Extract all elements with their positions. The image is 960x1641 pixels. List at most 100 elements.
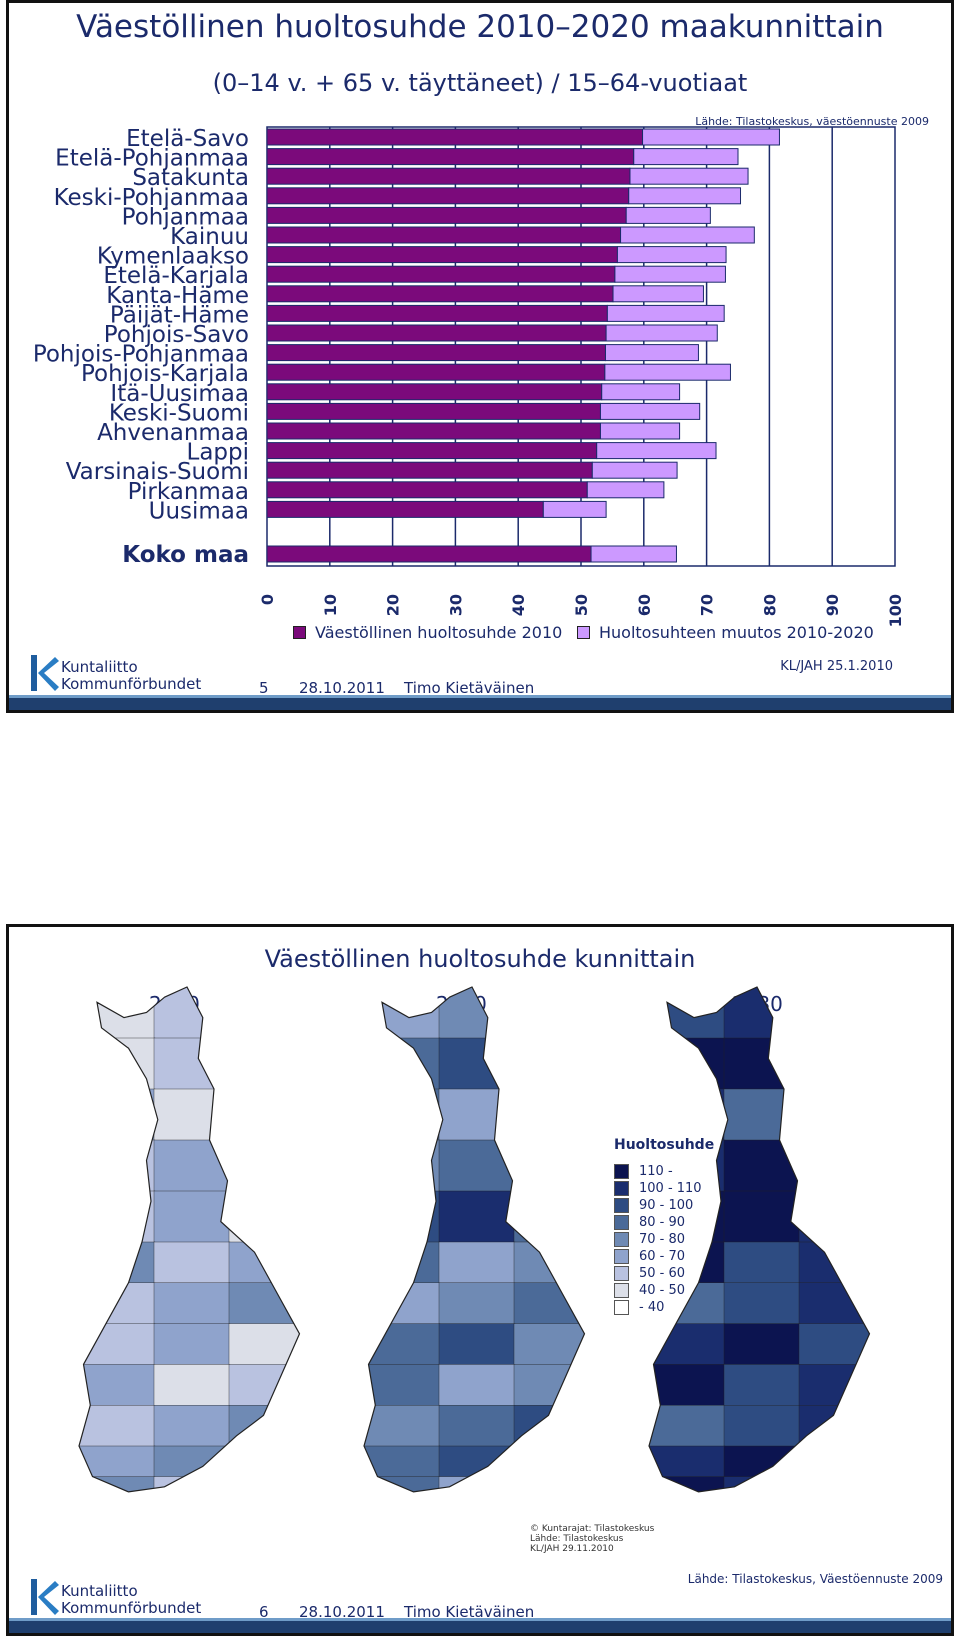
map-region (438, 1364, 516, 1407)
map-legend-label: 50 - 60 (639, 1266, 686, 1281)
map-legend-swatch (614, 1198, 629, 1213)
kuntaliitto-logo-icon (31, 1579, 59, 1615)
bar-change-total (590, 545, 677, 563)
map-region (649, 1364, 726, 1407)
category-label: Etelä-Karjala (103, 263, 249, 289)
bar-change (604, 344, 699, 362)
map-region (153, 1282, 231, 1325)
map-legend-title: Huoltosuhde (614, 1137, 715, 1153)
x-tick-label: 10 (321, 594, 340, 616)
map-source: © Kuntarajat: Tilastokeskus Lähde: Tilas… (530, 1524, 654, 1554)
page-number: 5 (259, 679, 269, 697)
map-region (513, 1282, 585, 1325)
map-region (228, 1241, 300, 1284)
map-source-line: Lähde: Tilastokeskus (530, 1534, 624, 1544)
map-region (364, 1405, 441, 1448)
bar-chart: 0 10 20 30 40 50 60 70 80 90 100 Etelä-SavoEtelä-Po… (33, 126, 905, 627)
bar-2010 (266, 481, 588, 499)
category-label: Päijät-Häme (110, 302, 249, 328)
map-region (649, 1323, 726, 1366)
map-region (798, 1088, 870, 1142)
map-region (364, 1364, 441, 1407)
bar-2010-total (266, 545, 592, 563)
map-legend-swatch (614, 1181, 629, 1196)
bar-2010 (266, 363, 606, 381)
bar-change (612, 285, 704, 303)
slide-2: Väestöllinen huoltosuhde kunnittain 2010… (6, 924, 954, 1636)
category-label: Etelä-Savo (126, 126, 249, 152)
bar-change (599, 402, 701, 420)
map-region (513, 1364, 585, 1407)
map-outline (78, 986, 301, 1493)
map-region (798, 1405, 870, 1448)
map-region (364, 1323, 441, 1366)
map-region (723, 1364, 801, 1407)
map-region (228, 1037, 300, 1091)
bar-change (586, 481, 665, 499)
map-region (438, 987, 516, 1040)
map-region (798, 1190, 870, 1244)
map-region (438, 1323, 516, 1366)
bar-2010 (266, 285, 614, 303)
map-region (723, 1190, 801, 1244)
map-region (228, 1088, 300, 1142)
map-legend-item: 100 - 110 (614, 1180, 714, 1197)
footer-author: Timo Kietäväinen (404, 1603, 535, 1621)
bar-change (605, 324, 718, 342)
chart-source: Lähde: Tilastokeskus, väestöennuste 2009 (695, 115, 929, 128)
legend-label-2010: Väestöllinen huoltosuhde 2010 (315, 623, 563, 642)
map-region (228, 1282, 300, 1325)
map-legend-swatch (614, 1283, 629, 1298)
map-region (153, 1323, 231, 1366)
logo-line-2: Kommunförbundet (61, 1599, 202, 1617)
map-region (438, 1241, 516, 1284)
bar-change (642, 128, 780, 146)
map-region (798, 1037, 870, 1091)
map-region (153, 1088, 231, 1142)
category-label: Satakunta (132, 165, 249, 191)
map-region (228, 1323, 300, 1366)
map-region (723, 987, 801, 1040)
map-region (513, 1445, 585, 1478)
map-region (513, 1405, 585, 1448)
map-legend-item: 50 - 60 (614, 1265, 714, 1282)
category-label: Kymenlaakso (97, 244, 249, 270)
x-tick-label: 90 (823, 594, 842, 616)
map-region (438, 1445, 516, 1478)
map-region (649, 1088, 726, 1142)
map-region (228, 1445, 300, 1478)
map-legend-label: 100 - 110 (639, 1181, 702, 1196)
legend-item-2010: Väestöllinen huoltosuhde 2010 (293, 623, 562, 642)
map-region (228, 1405, 300, 1448)
category-label: Pohjois-Pohjanmaa (33, 342, 249, 368)
map-legend-label: 70 - 80 (639, 1232, 686, 1247)
category-label-total: Koko maa (122, 542, 249, 568)
slide-title: Väestöllinen huoltosuhde 2010–2020 maaku… (76, 9, 884, 45)
map-region (438, 1190, 516, 1244)
category-label: Pirkanmaa (128, 479, 249, 505)
map-region (798, 1445, 870, 1478)
x-tick-label: 30 (446, 594, 465, 616)
category-label: Etelä-Pohjanmaa (55, 146, 249, 172)
bar-2010 (266, 167, 631, 185)
bar-2010 (266, 226, 622, 244)
map-legend-swatch (614, 1266, 629, 1281)
map-region (228, 1364, 300, 1407)
map-legend-label: - 40 (639, 1300, 665, 1315)
category-label: Lappi (187, 440, 250, 466)
map-region (513, 1139, 585, 1193)
map-region (723, 1241, 801, 1284)
slide-source: Lähde: Tilastokeskus, Väestöennuste 2009 (687, 1572, 943, 1586)
map-region (513, 1476, 585, 1492)
category-label: Keski-Pohjanmaa (54, 185, 249, 211)
slide-1: Väestöllinen huoltosuhde 2010–2020 maaku… (6, 0, 954, 713)
map-region (79, 1088, 156, 1142)
logo: Kuntaliitto Kommunförbundet (31, 1579, 201, 1619)
map-region (153, 1445, 231, 1478)
map-region (723, 1037, 801, 1091)
map-legend-item: 110 - (614, 1163, 714, 1180)
map-legend-label: 110 - (639, 1164, 673, 1179)
bar-2010 (266, 265, 616, 283)
bar-change (614, 265, 726, 283)
map-region (513, 1037, 585, 1091)
